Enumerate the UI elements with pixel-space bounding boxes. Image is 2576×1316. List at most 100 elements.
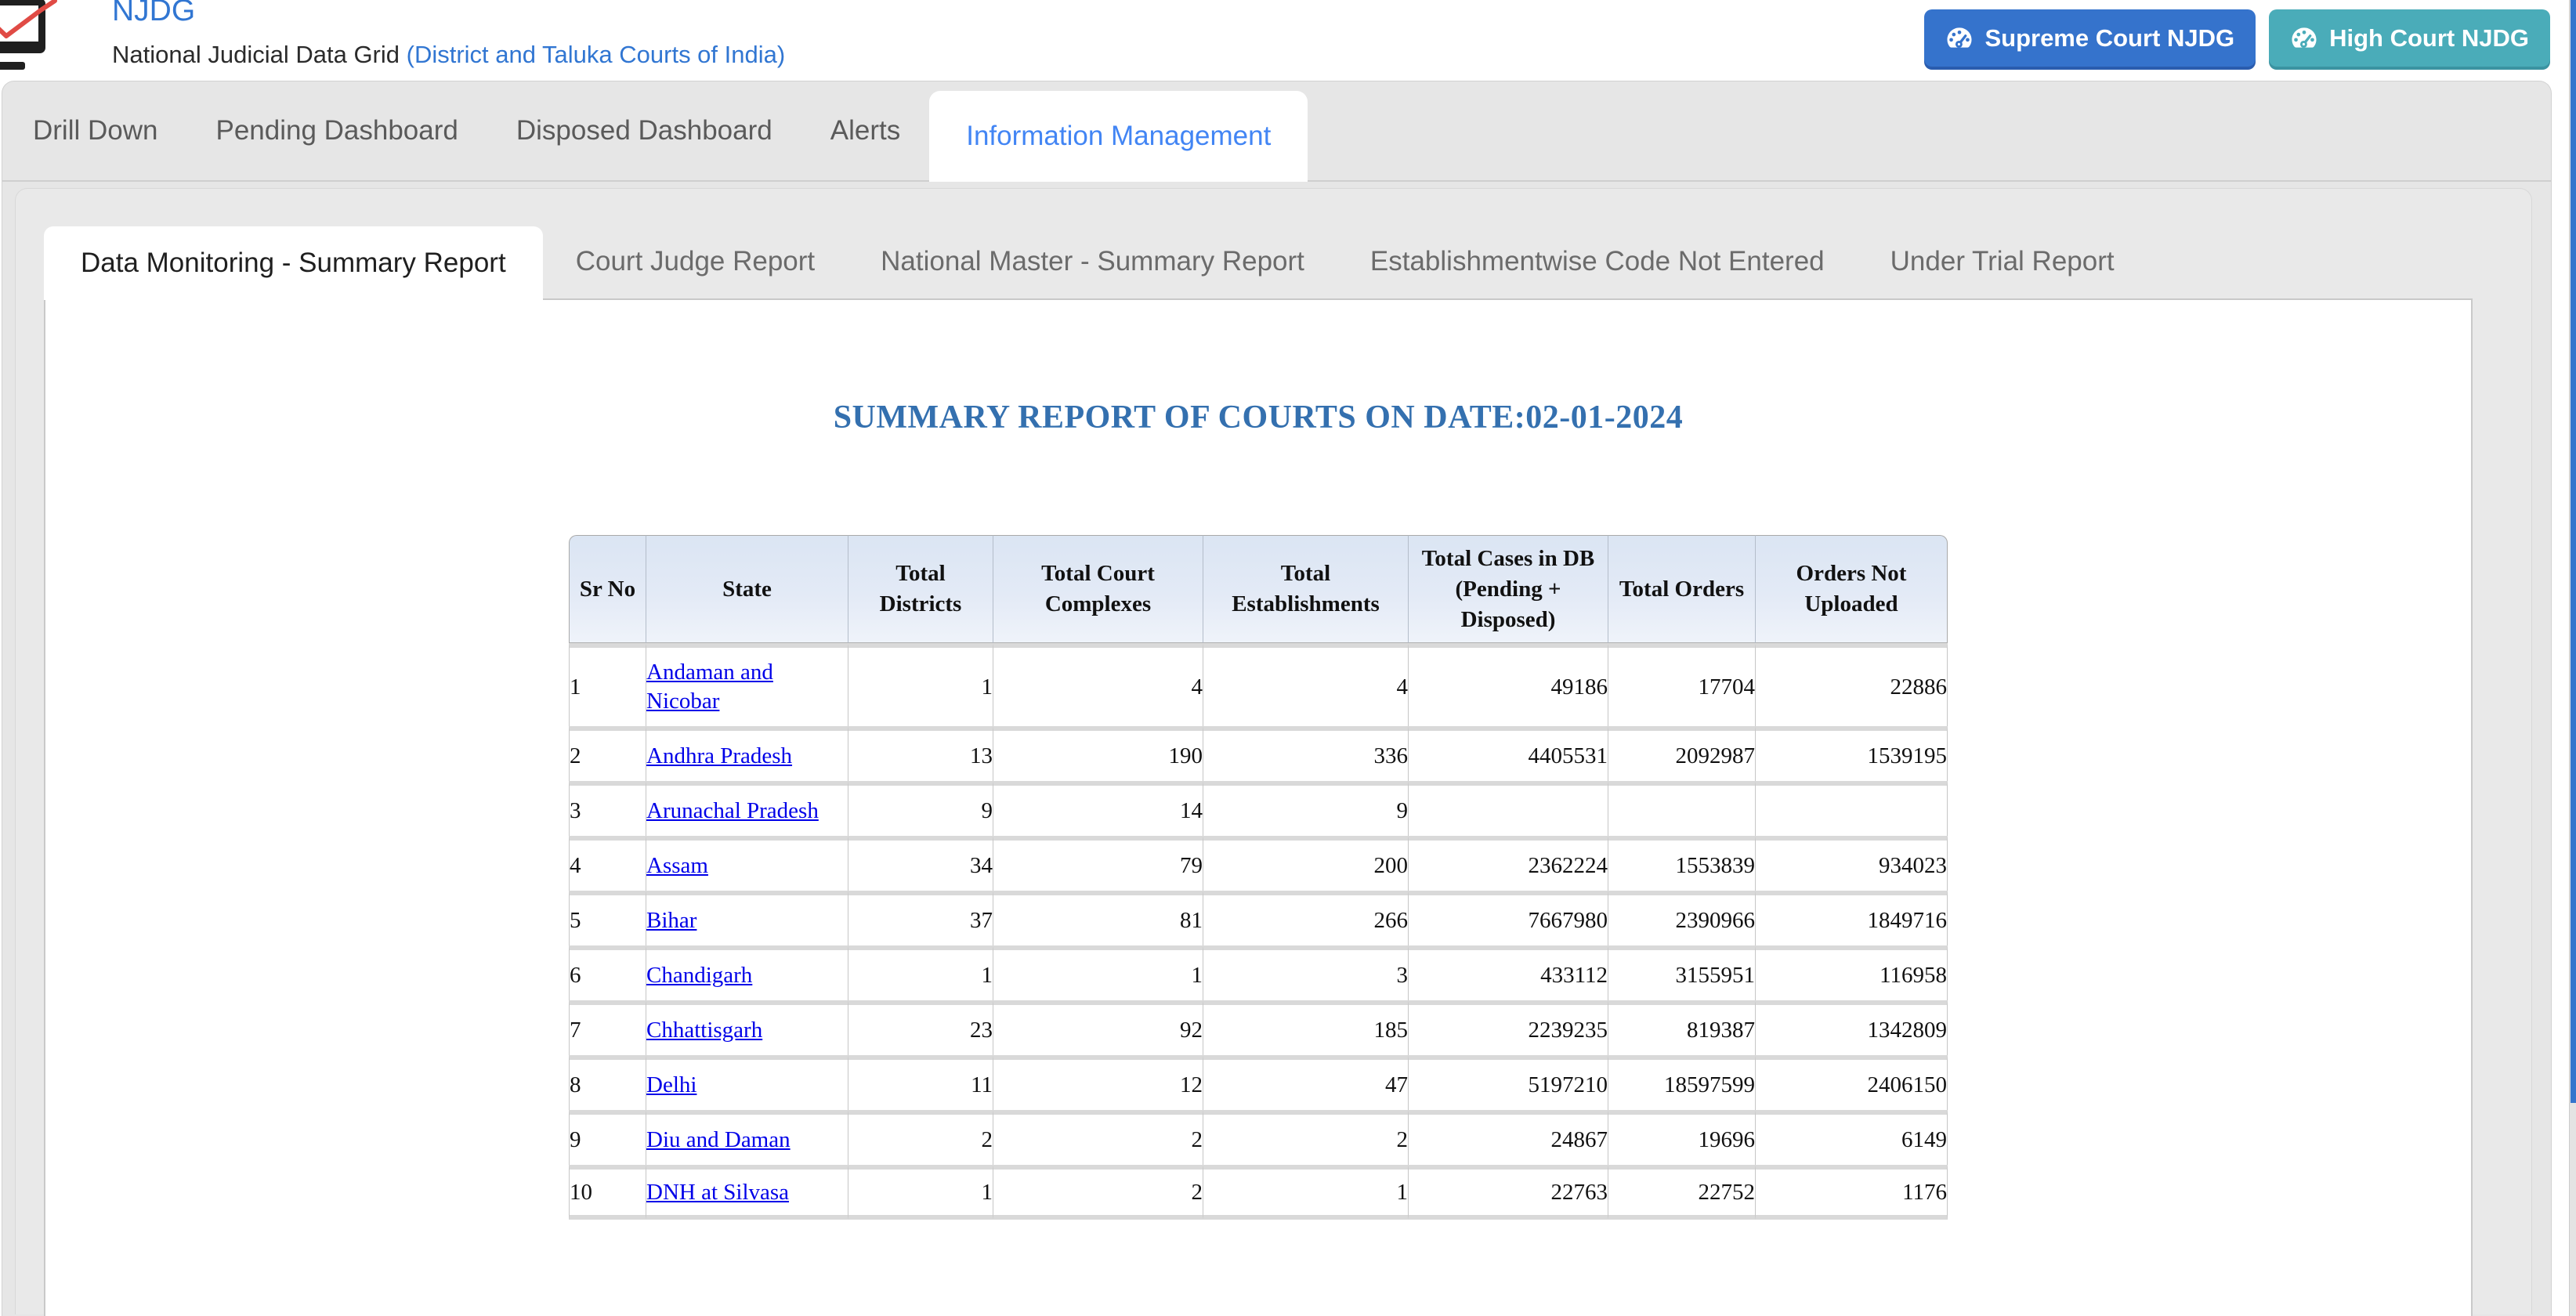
value-cell: 24867 [1408,1110,1608,1165]
column-header: Total Establishments [1203,535,1408,643]
value-cell: 4 [1203,643,1408,726]
high-court-njdg-button[interactable]: High Court NJDG [2269,9,2550,67]
column-header: Total Cases in DB (Pending + Disposed) [1408,535,1608,643]
state-cell: Chandigarh [646,945,848,1000]
state-link[interactable]: Bihar [646,907,697,933]
tachometer-icon [2292,27,2317,48]
app-subtitle-main: National Judicial Data Grid [112,41,407,68]
state-cell: Assam [646,836,848,891]
state-link[interactable]: Delhi [646,1072,697,1097]
sr-no-cell: 9 [569,1110,646,1165]
report-panel: SUMMARY REPORT OF COURTS ON DATE:02-01-2… [44,298,2473,1316]
value-cell: 266 [1203,891,1408,945]
table-row: 5 Bihar 37 81 266 7667980 2390966 1849716 [569,891,1948,945]
value-cell: 1 [848,945,993,1000]
sr-no-cell: 7 [569,1000,646,1055]
state-link[interactable]: DNH at Silvasa [646,1179,790,1205]
column-header: Total Orders [1608,535,1755,643]
scrollbar-thumb[interactable] [2571,0,2576,1103]
table-row: 7 Chhattisgarh 23 92 185 2239235 819387 1342809 [569,1000,1948,1055]
nav-tab-alerts[interactable]: Alerts [830,115,901,146]
state-link[interactable]: Assam [646,852,708,878]
value-cell: 18597599 [1608,1055,1755,1110]
value-cell: 92 [993,1000,1203,1055]
value-cell: 934023 [1755,836,1948,891]
sub-tab-court-judge-report[interactable]: Court Judge Report [575,246,816,277]
column-header: Sr No [569,535,646,643]
state-link[interactable]: Andaman and Nicobar [646,660,773,714]
summary-table-wrap: Sr No State Total Districts Total Court Com… [569,535,1948,1220]
button-label: High Court NJDG [2329,24,2529,52]
report-title: SUMMARY REPORT OF COURTS ON DATE:02-01-2… [833,400,1684,436]
value-cell: 2 [848,1110,993,1165]
nav-tab-pending-dashboard[interactable]: Pending Dashboard [215,115,458,146]
nav-tab-drill-down[interactable]: Drill Down [33,115,158,146]
header-buttons: Supreme Court NJDG High Court NJDG [1924,9,2550,67]
value-cell: 2390966 [1608,891,1755,945]
value-cell: 185 [1203,1000,1408,1055]
value-cell: 23 [848,1000,993,1055]
sr-no-cell: 5 [569,891,646,945]
vertical-scrollbar[interactable] [2569,0,2576,1316]
sr-no-cell: 1 [569,643,646,726]
state-link[interactable]: Diu and Daman [646,1126,791,1152]
state-cell: Diu and Daman [646,1110,848,1165]
value-cell: 22752 [1608,1165,1755,1220]
state-cell: Delhi [646,1055,848,1110]
value-cell: 1 [993,945,1203,1000]
sub-tab-under-trial-report[interactable]: Under Trial Report [1890,246,2115,277]
state-cell: Andhra Pradesh [646,726,848,781]
value-cell: 1 [1203,1165,1408,1220]
sub-tab-establishmentwise-code-not-entered[interactable]: Establishmentwise Code Not Entered [1369,246,1825,277]
state-link[interactable]: Chandigarh [646,962,753,988]
value-cell: 1 [848,643,993,726]
app-subtitle-note: (District and Taluka Courts of India) [406,41,786,68]
value-cell: 7667980 [1408,891,1608,945]
value-cell: 116958 [1755,945,1948,1000]
column-header: Orders Not Uploaded [1755,535,1948,643]
value-cell: 9 [1203,781,1408,836]
value-cell: 79 [993,836,1203,891]
value-cell: 1176 [1755,1165,1948,1220]
column-header: Total Districts [848,535,993,643]
value-cell: 12 [993,1055,1203,1110]
value-cell: 2239235 [1408,1000,1608,1055]
sub-tab-national-master-summary-report[interactable]: National Master - Summary Report [881,246,1304,277]
value-cell: 22763 [1408,1165,1608,1220]
sr-no-cell: 6 [569,945,646,1000]
primary-nav-tabs: Drill Down Pending Dashboard Disposed Dash… [2,81,2551,182]
table-row: 8 Delhi 11 12 47 5197210 18597599 2406150 [569,1055,1948,1110]
state-cell: Andaman and Nicobar [646,643,848,726]
summary-table: Sr No State Total Districts Total Court Com… [569,535,1948,1220]
value-cell: 47 [1203,1055,1408,1110]
table-row: 9 Diu and Daman 2 2 2 24867 19696 6149 [569,1110,1948,1165]
value-cell: 14 [993,781,1203,836]
app-title: NJDG [112,0,196,27]
sub-tab-data-monitoring-summary-report[interactable]: Data Monitoring - Summary Report [44,226,543,300]
value-cell [1408,781,1608,836]
summary-table-header: Sr No State Total Districts Total Court Com… [569,535,1948,643]
value-cell: 17704 [1608,643,1755,726]
supreme-court-njdg-button[interactable]: Supreme Court NJDG [1924,9,2256,67]
state-link[interactable]: Chhattisgarh [646,1017,763,1043]
state-link[interactable]: Andhra Pradesh [646,743,793,768]
value-cell: 2362224 [1408,836,1608,891]
column-header: State [646,535,848,643]
main-wrapper: Drill Down Pending Dashboard Disposed Dash… [2,81,2552,1316]
value-cell: 1849716 [1755,891,1948,945]
nav-tab-disposed-dashboard[interactable]: Disposed Dashboard [516,115,772,146]
value-cell: 81 [993,891,1203,945]
value-cell: 4405531 [1408,726,1608,781]
table-row: 1 Andaman and Nicobar 1 4 4 49186 17704 22886 [569,643,1948,726]
state-link[interactable]: Arunachal Pradesh [646,797,819,823]
table-row: 6 Chandigarh 1 1 3 433112 3155951 116958 [569,945,1948,1000]
value-cell [1755,781,1948,836]
value-cell: 6149 [1755,1110,1948,1165]
nav-tab-information-management[interactable]: Information Management [929,91,1308,182]
sr-no-cell: 4 [569,836,646,891]
value-cell: 433112 [1408,945,1608,1000]
value-cell: 336 [1203,726,1408,781]
value-cell: 11 [848,1055,993,1110]
value-cell: 3155951 [1608,945,1755,1000]
sr-no-cell: 3 [569,781,646,836]
